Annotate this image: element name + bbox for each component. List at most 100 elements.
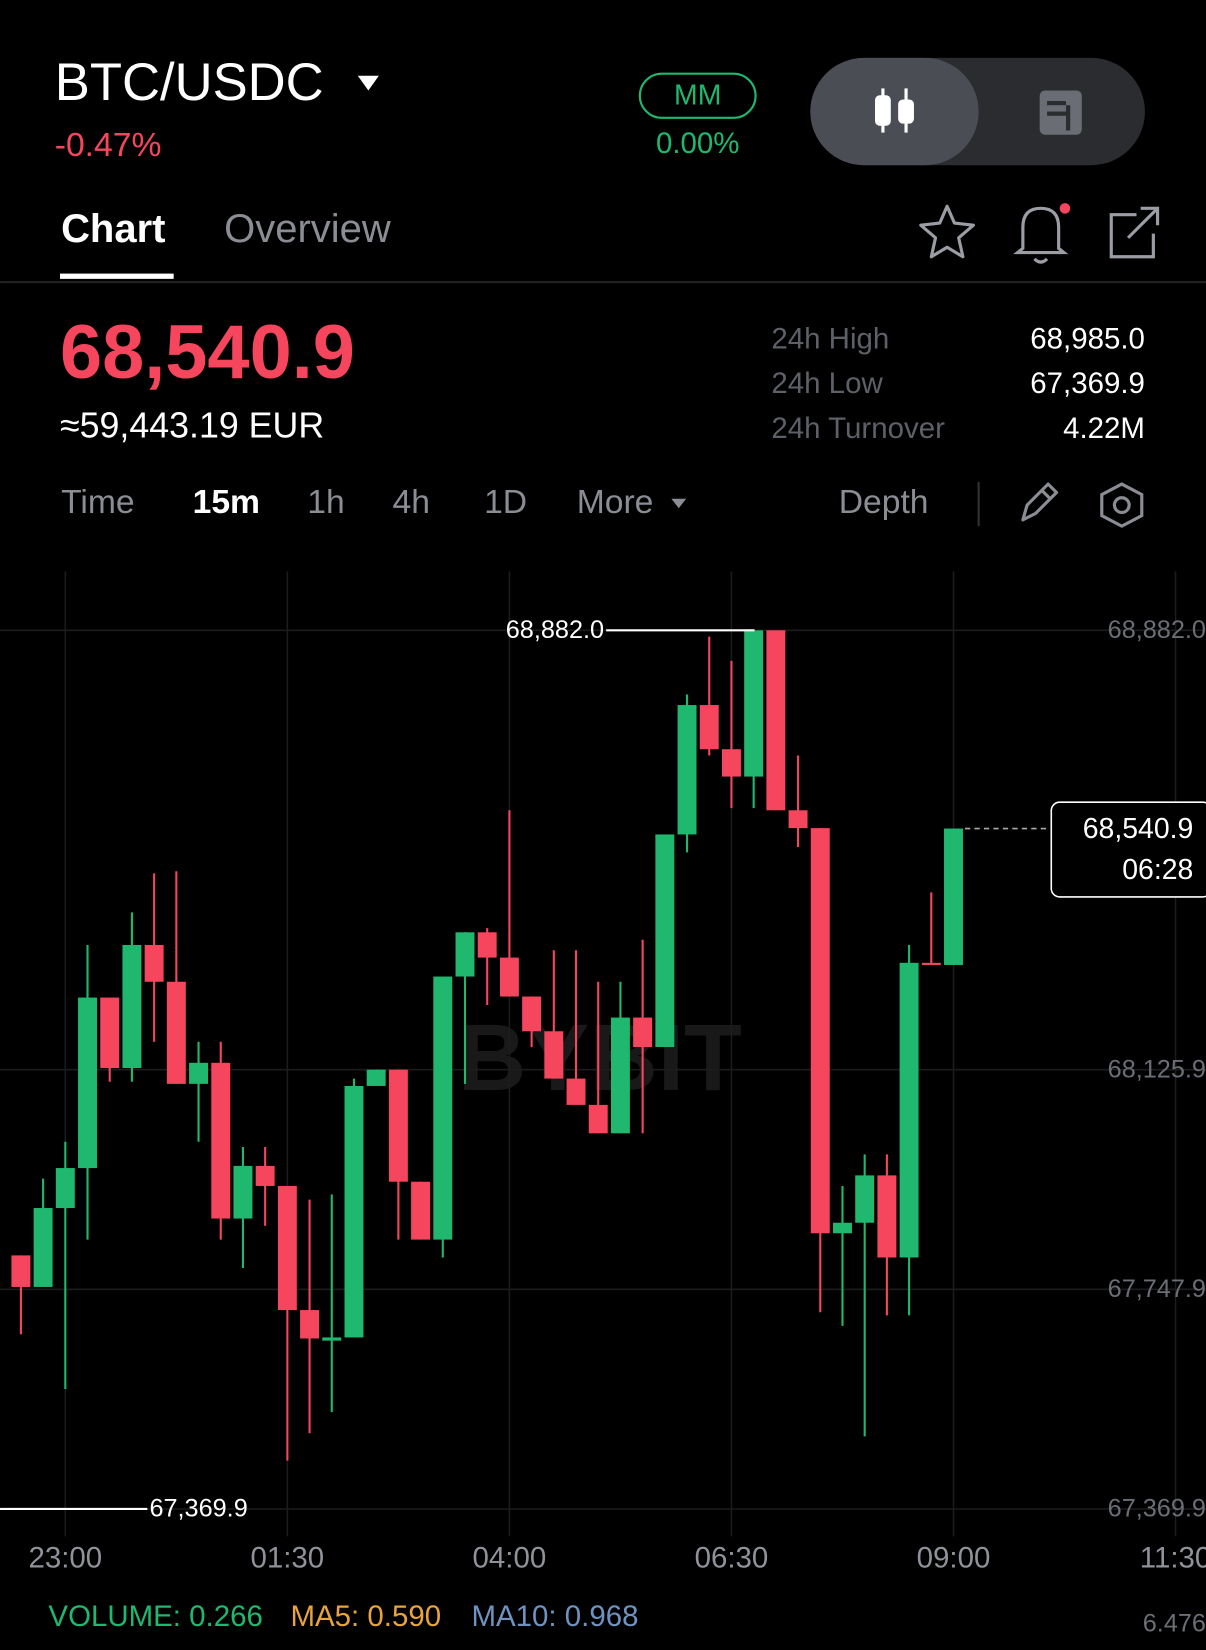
candle-body (433, 976, 453, 1240)
watermark: BYBIT (458, 1005, 742, 1111)
icon-part (1013, 206, 1069, 255)
last-price-label: 68,540.9 (1083, 813, 1194, 845)
interval-more[interactable]: More (577, 484, 654, 521)
candle-body (455, 932, 475, 977)
candle-body (322, 1337, 342, 1341)
candle-body (944, 828, 963, 965)
converted-price: ≈59,443.19 EUR (60, 406, 324, 446)
candle-body (766, 630, 786, 811)
toggle-active[interactable] (810, 57, 979, 166)
high-marker-label: 68,882.0 (506, 616, 604, 644)
interval[interactable]: 1h (307, 484, 344, 521)
stat-label: 24h High (771, 323, 889, 356)
candle-body (522, 996, 542, 1032)
candle-body (655, 834, 675, 1048)
x-tick-label: 23:00 (28, 1541, 102, 1574)
candle-body (721, 749, 741, 777)
candle-body (100, 997, 120, 1069)
candle-body (300, 1310, 320, 1339)
ma10-legend: MA10: 0.968 (471, 1600, 638, 1633)
icon-part (1047, 101, 1067, 106)
interval[interactable]: 4h (393, 484, 430, 521)
mm-badge[interactable] (638, 72, 757, 119)
candle-body (810, 828, 830, 1234)
candle-body (78, 997, 97, 1169)
interval[interactable]: Time (61, 484, 135, 521)
alert-icon[interactable] (1013, 206, 1069, 264)
y-tick-label: 68,125.9 (1108, 1055, 1206, 1083)
mm-label[interactable]: MM (674, 79, 721, 111)
x-tick-label: 04:00 (473, 1541, 547, 1574)
candle-body (166, 981, 186, 1084)
candle-body (122, 944, 142, 1069)
candle-body (366, 1069, 386, 1086)
candle-body (255, 1165, 275, 1186)
orderbook-icon[interactable] (1039, 90, 1082, 135)
volume-legend: VOLUME: 0.266 (48, 1600, 262, 1633)
candle-body (633, 1017, 653, 1048)
stat-label: 24h Low (771, 367, 883, 400)
icon-part (1047, 111, 1067, 116)
candle-body (55, 1168, 75, 1209)
interval[interactable]: 1D (484, 484, 527, 521)
low-marker-label: 67,369.9 (149, 1495, 247, 1523)
candle-body (144, 944, 164, 982)
tab-chart[interactable]: Chart (61, 207, 165, 251)
candle-body (677, 705, 697, 835)
more-caret[interactable] (671, 498, 687, 509)
candle-body (744, 630, 764, 777)
favorite-icon[interactable] (919, 204, 975, 259)
interval-active[interactable]: 15m (193, 484, 260, 521)
settings-icon[interactable] (1100, 482, 1144, 528)
icon-part (1033, 257, 1049, 264)
last-price-box (1050, 801, 1206, 898)
mm-value: 0.00% (656, 127, 740, 160)
icon-part (1066, 105, 1071, 131)
draw-icon[interactable] (1021, 482, 1059, 522)
y-tick-label: 67,369.9 (1108, 1495, 1206, 1523)
countdown-label: 06:28 (1122, 854, 1193, 886)
ma5-legend: MA5: 0.590 (290, 1600, 441, 1633)
icon-part (1126, 206, 1160, 239)
candle-body (921, 962, 941, 965)
last-price: 68,540.9 (60, 310, 355, 395)
candle-body (833, 1222, 852, 1234)
icon-part (875, 95, 891, 126)
y-tick-label: 68,882.0 (1108, 616, 1206, 644)
candle-body (33, 1208, 53, 1287)
candle-body (411, 1181, 431, 1240)
icon-part (1109, 213, 1155, 259)
candle-body (855, 1175, 875, 1223)
stat-value: 4.22M (1063, 412, 1145, 445)
tab-overview[interactable]: Overview (224, 207, 391, 251)
candle-body (499, 957, 519, 997)
x-tick-label: 09:00 (917, 1541, 991, 1574)
candle-body (544, 1031, 564, 1079)
stat-value: 68,985.0 (1030, 323, 1145, 356)
tab-underline (60, 273, 174, 279)
candle-body (566, 1078, 586, 1105)
icon-part (1112, 496, 1131, 515)
pair-title[interactable]: BTC/USDC (55, 53, 324, 112)
icon-part (1100, 482, 1144, 528)
candle-body (788, 810, 808, 829)
alert-dot (1059, 203, 1071, 214)
candle-body (899, 962, 919, 1258)
x-tick-label: 01:30 (251, 1541, 325, 1574)
depth-tab[interactable]: Depth (839, 484, 929, 521)
candle-body (344, 1085, 364, 1338)
change-percent: -0.47% (55, 127, 162, 164)
icon-part (898, 99, 914, 124)
chart-layer: BYBIT 23:00 01:30 04:00 06:30 09:00 11:30 67,36… (0, 571, 1206, 1574)
x-tick-label: 11:30 (1140, 1541, 1206, 1574)
candle-body (610, 1017, 630, 1134)
candle-body (189, 1062, 209, 1084)
volume-axis-label: 6.476 (1143, 1609, 1206, 1637)
candle-body (877, 1175, 897, 1258)
candle-body (699, 705, 719, 750)
share-icon[interactable] (1109, 206, 1160, 259)
pair-dropdown-caret[interactable] (357, 75, 379, 91)
stat-value: 67,369.9 (1030, 367, 1145, 400)
candle-icon[interactable] (875, 88, 914, 133)
